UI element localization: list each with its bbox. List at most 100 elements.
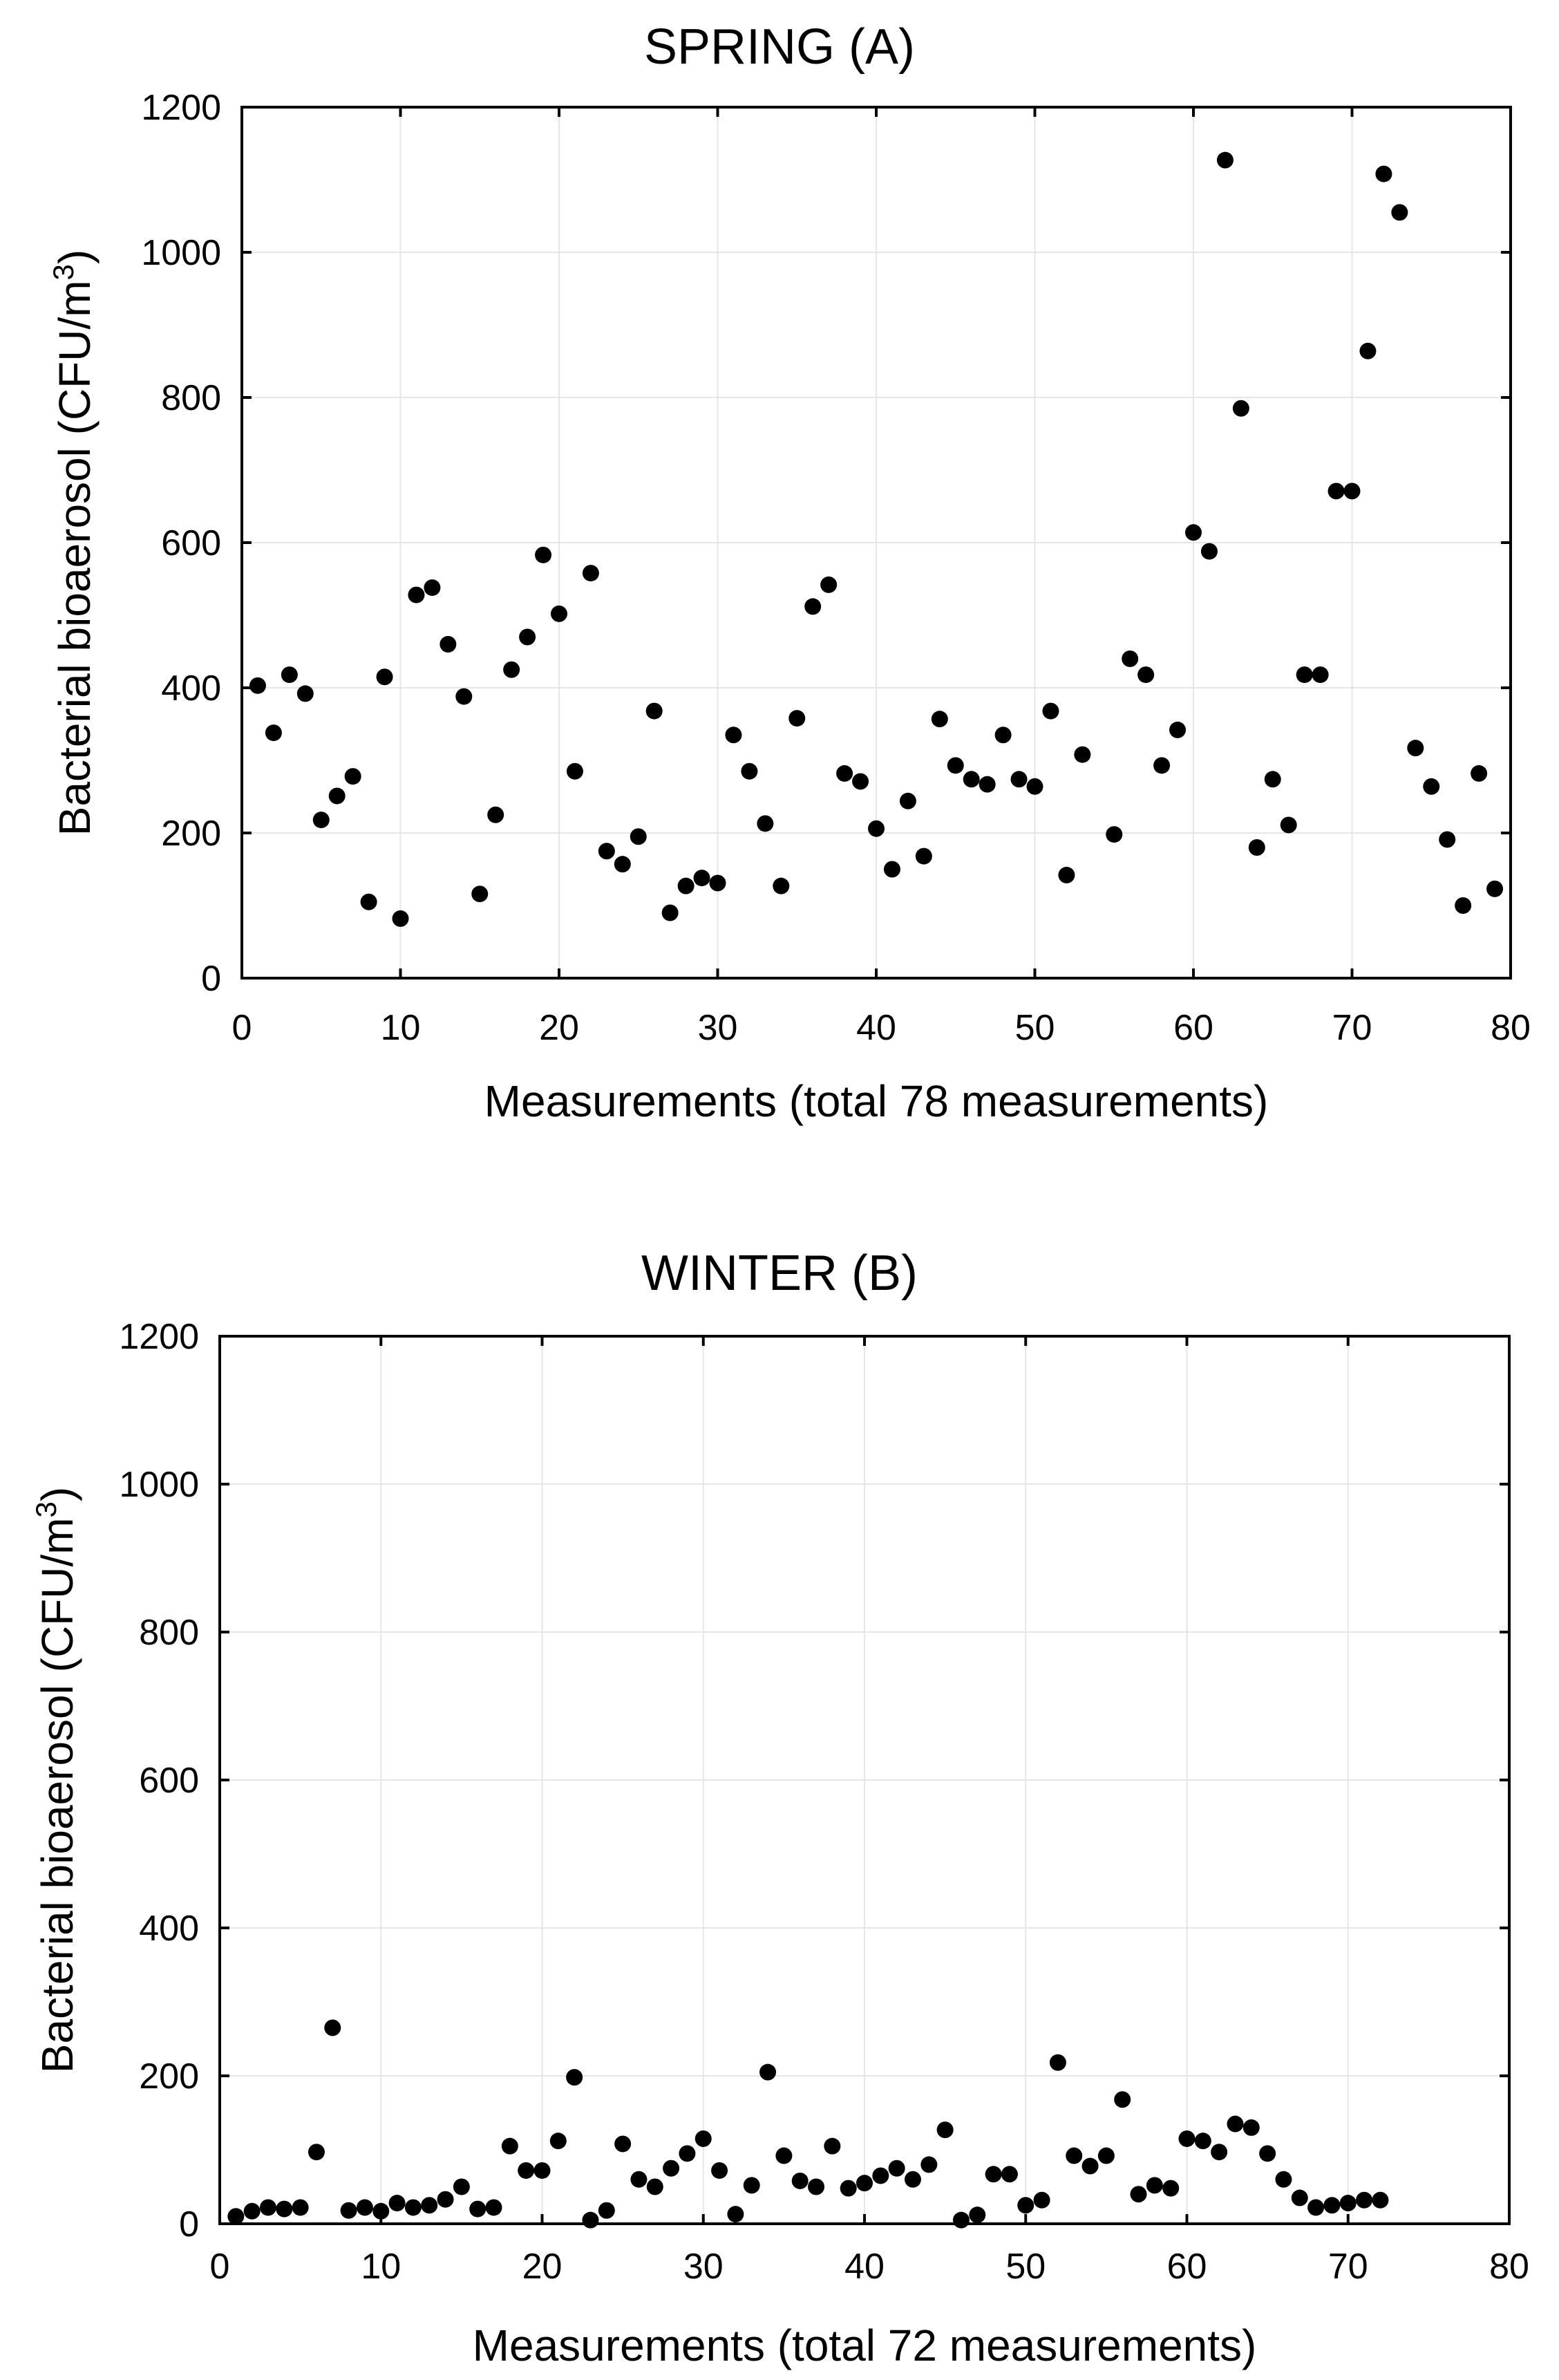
data-point: [1280, 816, 1297, 834]
data-point: [1264, 771, 1281, 788]
data-point: [469, 2200, 486, 2218]
data-point: [709, 874, 726, 892]
x-axis-label: Measurements (total 78 measurements): [484, 1076, 1269, 1126]
data-point: [404, 2199, 422, 2216]
data-point: [824, 2137, 841, 2155]
y-tick-label: 400: [161, 668, 221, 709]
data-point: [872, 2167, 889, 2184]
x-tick-label: 70: [1328, 2247, 1368, 2287]
data-point: [994, 727, 1012, 744]
data-point: [227, 2208, 245, 2225]
x-tick-label: 70: [1332, 1008, 1372, 1048]
data-point: [296, 685, 314, 702]
data-point: [1291, 2189, 1308, 2206]
data-point: [376, 668, 393, 686]
data-point: [1471, 765, 1488, 782]
data-point: [1130, 2186, 1147, 2203]
data-point: [1327, 482, 1345, 500]
data-point: [1178, 2130, 1196, 2147]
y-tick-labels: 0 200 400 600 800 1000 1200: [141, 88, 221, 999]
data-point: [757, 815, 774, 832]
x-tick-label: 20: [539, 1008, 579, 1048]
data-point: [888, 2159, 905, 2177]
data-point: [711, 2162, 728, 2179]
data-point: [1227, 2115, 1244, 2133]
x-tick-labels: 0 10 20 30 40 50 60 70 80: [210, 2247, 1529, 2287]
data-point: [598, 2202, 615, 2219]
data-point: [741, 762, 758, 780]
data-point: [856, 2175, 873, 2192]
data-point: [1211, 2144, 1228, 2161]
y-tick-label: 800: [161, 378, 221, 418]
data-point: [549, 2133, 567, 2150]
data-point: [788, 710, 806, 727]
data-point: [1312, 666, 1329, 684]
data-point: [518, 2162, 535, 2179]
data-point: [1356, 2191, 1373, 2209]
x-tick-label: 40: [844, 2247, 885, 2287]
data-point: [259, 2199, 276, 2216]
x-tick-label: 60: [1167, 2247, 1207, 2287]
data-point: [501, 2137, 518, 2155]
x-tick-label: 10: [381, 1008, 421, 1048]
data-point: [292, 2199, 309, 2216]
data-point: [1455, 897, 1472, 914]
y-tick-label: 200: [161, 814, 221, 854]
x-tick-labels: 0 10 20 30 40 50 60 70 80: [232, 1008, 1531, 1048]
data-point: [1185, 524, 1202, 541]
data-point: [1137, 666, 1155, 684]
y-tick-label: 200: [139, 2056, 199, 2097]
data-point: [582, 2211, 599, 2229]
data-point: [936, 2121, 954, 2139]
data-point: [630, 828, 647, 845]
data-point: [645, 702, 663, 720]
y-axis-label-main: Bacterial bioaerosol (CFU/m: [32, 1517, 82, 2073]
y-tick-label: 600: [139, 1761, 199, 1801]
data-point: [693, 870, 710, 887]
data-point: [1391, 204, 1408, 221]
x-tick-label: 0: [232, 1008, 252, 1048]
data-point: [1375, 165, 1392, 182]
data-point: [372, 2202, 390, 2220]
data-point: [899, 792, 916, 809]
data-point: [727, 2206, 744, 2223]
data-point: [1017, 2197, 1034, 2214]
data-point: [519, 628, 536, 646]
data-point: [1307, 2199, 1325, 2216]
data-point: [840, 2180, 857, 2197]
data-point: [424, 579, 441, 597]
data-point: [775, 2147, 793, 2164]
data-point: [487, 806, 504, 823]
data-point: [1010, 771, 1028, 788]
data-point: [646, 2178, 663, 2195]
data-point: [947, 757, 964, 774]
data-point: [1323, 2197, 1341, 2214]
x-tick-label: 30: [698, 1008, 738, 1048]
data-point: [630, 2171, 648, 2188]
data-point: [883, 861, 900, 878]
ticks: [240, 106, 1512, 980]
x-tick-label: 40: [856, 1008, 896, 1048]
data-point: [392, 910, 409, 927]
data-point: [1153, 757, 1171, 774]
grid: [219, 1336, 1510, 2224]
data-point: [440, 636, 457, 653]
data-point: [791, 2172, 809, 2189]
data-point: [551, 605, 567, 622]
data-point: [308, 2144, 325, 2161]
data-point: [1074, 746, 1091, 763]
y-tick-label: 400: [139, 1909, 199, 1949]
y-tick-label: 1000: [141, 233, 221, 273]
y-tick-label: 0: [179, 2204, 199, 2245]
data-point: [1058, 866, 1075, 883]
data-point: [1049, 2054, 1066, 2071]
data-point: [1232, 400, 1249, 417]
winter-chart: WINTER (B) 0 10 20 30 40 50 60 70 80 0 200 400 600 8…: [30, 1246, 1529, 2370]
data-point: [963, 771, 980, 788]
data-point: [979, 776, 996, 793]
data-point: [471, 886, 489, 903]
data-point: [360, 893, 377, 910]
data-point: [931, 711, 948, 728]
x-tick-label: 30: [683, 2247, 724, 2287]
